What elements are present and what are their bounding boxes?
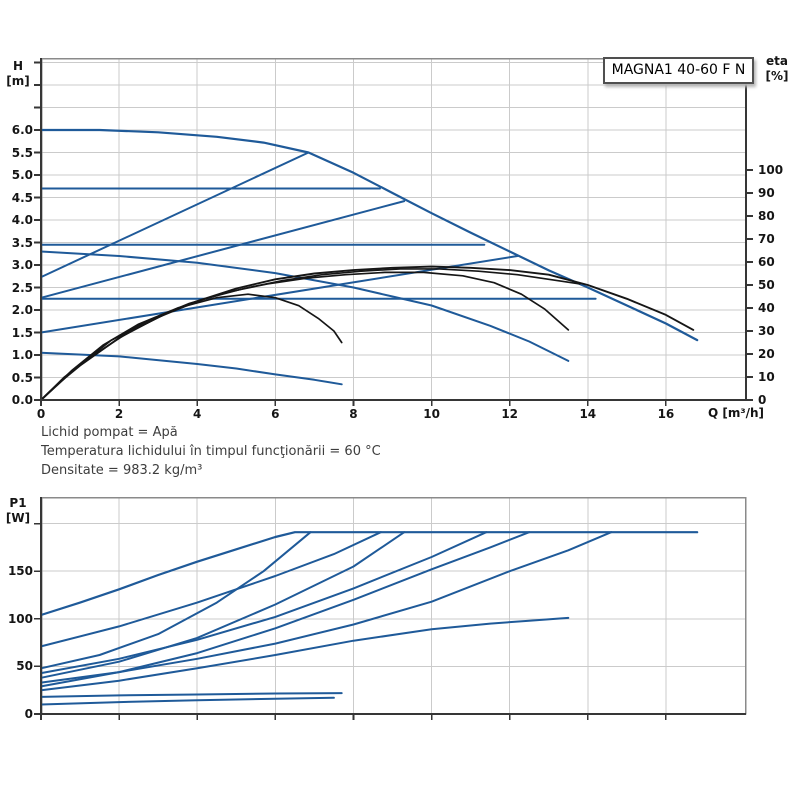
p-axis-tick-label: 0 <box>24 707 33 721</box>
h-axis-tick-label: 4.5 <box>11 190 33 205</box>
eta-axis-tick-label: 30 <box>758 324 775 338</box>
h-axis-tick-label: 3.0 <box>11 258 33 272</box>
info-line-liquid: Lichid pompat = Apă <box>41 425 178 440</box>
curve-power-prop-pressure-3 <box>40 531 312 670</box>
curve-power-const-curve-2 <box>40 616 570 692</box>
h-axis-tick-label: 4.0 <box>11 213 33 227</box>
eta-axis-tick-label: 80 <box>758 209 775 223</box>
curve-min-curve <box>40 351 343 386</box>
eta-axis-title: eta [%] <box>757 54 797 84</box>
curve-power-max <box>39 531 699 617</box>
p-axis-tick-label: 150 <box>7 564 33 579</box>
curve-max-curve <box>39 128 699 342</box>
eta-axis-tick-label: 0 <box>758 393 767 407</box>
curve-power-min-lower <box>40 696 335 706</box>
h-axis-tick-label: 5.5 <box>11 145 33 160</box>
h-axis-tick-label: 1.0 <box>11 348 33 362</box>
curve-power-const-pressure-1 <box>40 531 613 684</box>
info-line-density: Densitate = 983.2 kg/m³ <box>41 463 203 478</box>
eta-axis-tick-label: 100 <box>758 163 784 177</box>
eta-axis-tick-label: 70 <box>758 232 775 246</box>
curve-eta-bundle <box>40 268 581 401</box>
h-axis-tick-label: 6.0 <box>11 123 33 137</box>
curve-power-prop-pressure-1 <box>40 531 531 688</box>
curve-prop-pressure-3 <box>40 151 310 279</box>
q-axis-tick-label: 12 <box>501 407 519 421</box>
eta-axis-title-line1: eta <box>766 54 788 68</box>
q-axis-tick-label: 4 <box>193 407 202 421</box>
curve-eta-curve-2 <box>40 271 570 401</box>
q-axis-tick-label: 0 <box>36 407 46 421</box>
q-axis-title: Q [m³/h] <box>707 406 764 420</box>
p-axis-tick-label: 50 <box>16 659 33 674</box>
h-axis-title-line1: H <box>12 59 24 73</box>
eta-axis-title-line2: [%] <box>765 69 789 83</box>
h-axis-tick-label: 1.5 <box>11 325 33 340</box>
h-axis-tick-label: 2.0 <box>11 303 33 317</box>
hq-eta-chart-plot <box>34 57 753 406</box>
info-line-temperature: Temperatura lichidului în timpul funcţio… <box>41 444 381 459</box>
q-axis-tick-label: 8 <box>349 407 358 421</box>
curve-power-const-pressure-2 <box>40 531 488 675</box>
curve-const-curve-2 <box>40 250 570 362</box>
p1-axis-title-line1: P1 <box>9 496 27 510</box>
curve-eta-max <box>40 265 695 401</box>
h-axis-title: H [m] <box>0 59 36 89</box>
p1-axis-title: P1 [W] <box>0 496 36 526</box>
eta-axis-tick-label: 50 <box>758 278 775 292</box>
p1-axis-title-line2: [W] <box>5 511 31 525</box>
eta-axis-tick-label: 60 <box>758 255 775 269</box>
eta-axis-tick-label: 90 <box>758 186 775 200</box>
h-axis-tick-label: 2.5 <box>11 280 33 295</box>
q-axis-tick-label: 2 <box>114 407 124 421</box>
liquid-info-block: Lichid pompat = Apă Temperatura lichidul… <box>41 423 381 480</box>
q-axis-tick-label: 14 <box>579 407 597 421</box>
q-axis-tick-label: 10 <box>423 407 440 421</box>
power-chart-plot <box>34 496 747 720</box>
h-axis-tick-label: 3.5 <box>11 235 33 250</box>
curve-eta-min <box>40 293 343 401</box>
pump-model-title-box: MAGNA1 40-60 F N <box>603 57 754 84</box>
plot-frame <box>40 496 747 715</box>
h-axis-tick-label: 0.5 <box>11 370 33 385</box>
h-axis-tick-label: 5.0 <box>11 168 33 182</box>
curve-power-min-upper <box>40 692 343 698</box>
curve-power-prop-pressure-2 <box>40 531 406 679</box>
q-axis-tick-label: 6 <box>271 407 280 421</box>
h-axis-tick-label: 0.0 <box>11 393 33 407</box>
plot-frame <box>40 57 747 401</box>
eta-axis-tick-label: 10 <box>758 370 775 384</box>
p-axis-tick-label: 100 <box>7 611 33 626</box>
q-axis-tick-label: 16 <box>657 407 675 421</box>
eta-axis-tick-label: 20 <box>758 347 775 361</box>
h-axis-title-line2: [m] <box>6 74 30 88</box>
curve-prop-pressure-2 <box>40 200 406 299</box>
eta-axis-tick-label: 40 <box>758 301 775 315</box>
